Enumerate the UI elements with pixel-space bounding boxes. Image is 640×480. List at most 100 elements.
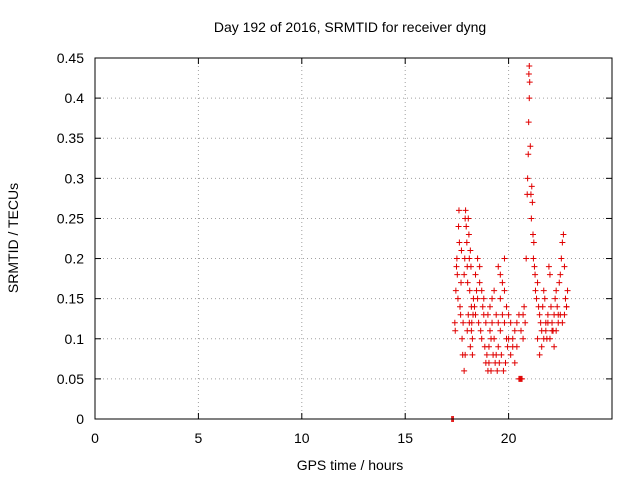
data-point — [454, 271, 461, 278]
data-point — [455, 223, 462, 230]
data-point — [476, 263, 483, 270]
data-point — [457, 311, 464, 318]
data-point — [473, 287, 480, 294]
data-point — [518, 327, 525, 334]
data-point — [478, 287, 485, 294]
data-point — [453, 263, 460, 270]
y-tick-label: 0.4 — [65, 90, 85, 106]
axis-ticks: 0 0.05 0.1 0.15 0.2 0.25 0.3 0.35 0.4 0.45 0 5 10 15 2… — [57, 50, 612, 446]
data-point — [560, 231, 567, 238]
data-point — [531, 263, 538, 270]
data-point — [525, 151, 532, 158]
data-point — [499, 279, 506, 286]
data-point — [458, 279, 465, 286]
data-point — [520, 311, 527, 318]
data-point — [472, 311, 479, 318]
data-point — [457, 303, 464, 310]
x-tick-label: 15 — [397, 430, 413, 446]
data-point — [559, 319, 566, 326]
data-point — [553, 287, 560, 294]
data-point — [500, 367, 507, 374]
y-tick-label: 0 — [76, 411, 84, 427]
x-tick-label: 20 — [501, 430, 517, 446]
data-point — [466, 287, 473, 294]
data-point — [504, 343, 511, 350]
data-point — [486, 327, 493, 334]
data-point — [476, 279, 483, 286]
data-point — [521, 303, 528, 310]
data-point — [483, 351, 490, 358]
data-point — [539, 303, 546, 310]
data-point — [474, 255, 481, 262]
data-point — [544, 311, 551, 318]
data-point — [534, 279, 541, 286]
data-point — [526, 79, 533, 86]
data-point — [465, 311, 472, 318]
data-point — [501, 319, 508, 326]
data-point — [537, 319, 544, 326]
data-point — [524, 175, 531, 182]
data-point — [465, 215, 472, 222]
y-tick-label: 0.1 — [65, 331, 85, 347]
data-point — [545, 263, 552, 270]
y-tick-label: 0.05 — [57, 371, 84, 387]
data-point — [490, 351, 497, 358]
data-point — [462, 351, 469, 358]
data-point — [472, 271, 479, 278]
data-point — [495, 319, 502, 326]
data-point — [533, 295, 540, 302]
data-point — [556, 279, 563, 286]
data-point — [466, 255, 473, 262]
data-point — [489, 319, 496, 326]
x-axis-title: GPS time / hours — [297, 457, 404, 473]
data-point — [529, 199, 536, 206]
data-point — [553, 327, 560, 334]
data-point — [486, 303, 493, 310]
data-point — [528, 183, 535, 190]
data-point — [478, 335, 485, 342]
data-point — [546, 271, 553, 278]
data-point — [467, 343, 474, 350]
data-point — [497, 271, 504, 278]
data-point — [546, 335, 553, 342]
data-point — [489, 295, 496, 302]
data-point — [527, 143, 534, 150]
data-point — [480, 295, 487, 302]
data-point — [495, 343, 502, 350]
data-point — [498, 351, 505, 358]
data-point — [525, 119, 532, 126]
data-point — [462, 207, 469, 214]
data-point — [485, 343, 492, 350]
data-point — [552, 295, 559, 302]
data-point — [547, 303, 554, 310]
data-point — [507, 319, 514, 326]
data-point — [468, 327, 475, 334]
data-point — [554, 303, 561, 310]
data-point — [527, 191, 534, 198]
data-point — [536, 311, 543, 318]
data-point — [452, 327, 459, 334]
data-point — [540, 287, 547, 294]
data-point — [525, 71, 532, 78]
x-tick-label: 5 — [195, 430, 203, 446]
data-point — [463, 223, 470, 230]
data-point — [485, 359, 492, 366]
data-point — [471, 303, 478, 310]
data-point — [455, 207, 462, 214]
data-point — [542, 327, 549, 334]
data-point — [491, 335, 498, 342]
data-point — [460, 319, 467, 326]
y-tick-label: 0.45 — [57, 50, 84, 66]
data-point — [456, 239, 463, 246]
data-point — [513, 343, 520, 350]
data-point — [496, 359, 503, 366]
data-point — [532, 287, 539, 294]
data-points — [448, 63, 571, 422]
data-point — [453, 255, 460, 262]
data-point — [561, 263, 568, 270]
data-point — [530, 255, 537, 262]
data-point — [505, 311, 512, 318]
data-point — [479, 303, 486, 310]
data-point — [561, 311, 568, 318]
